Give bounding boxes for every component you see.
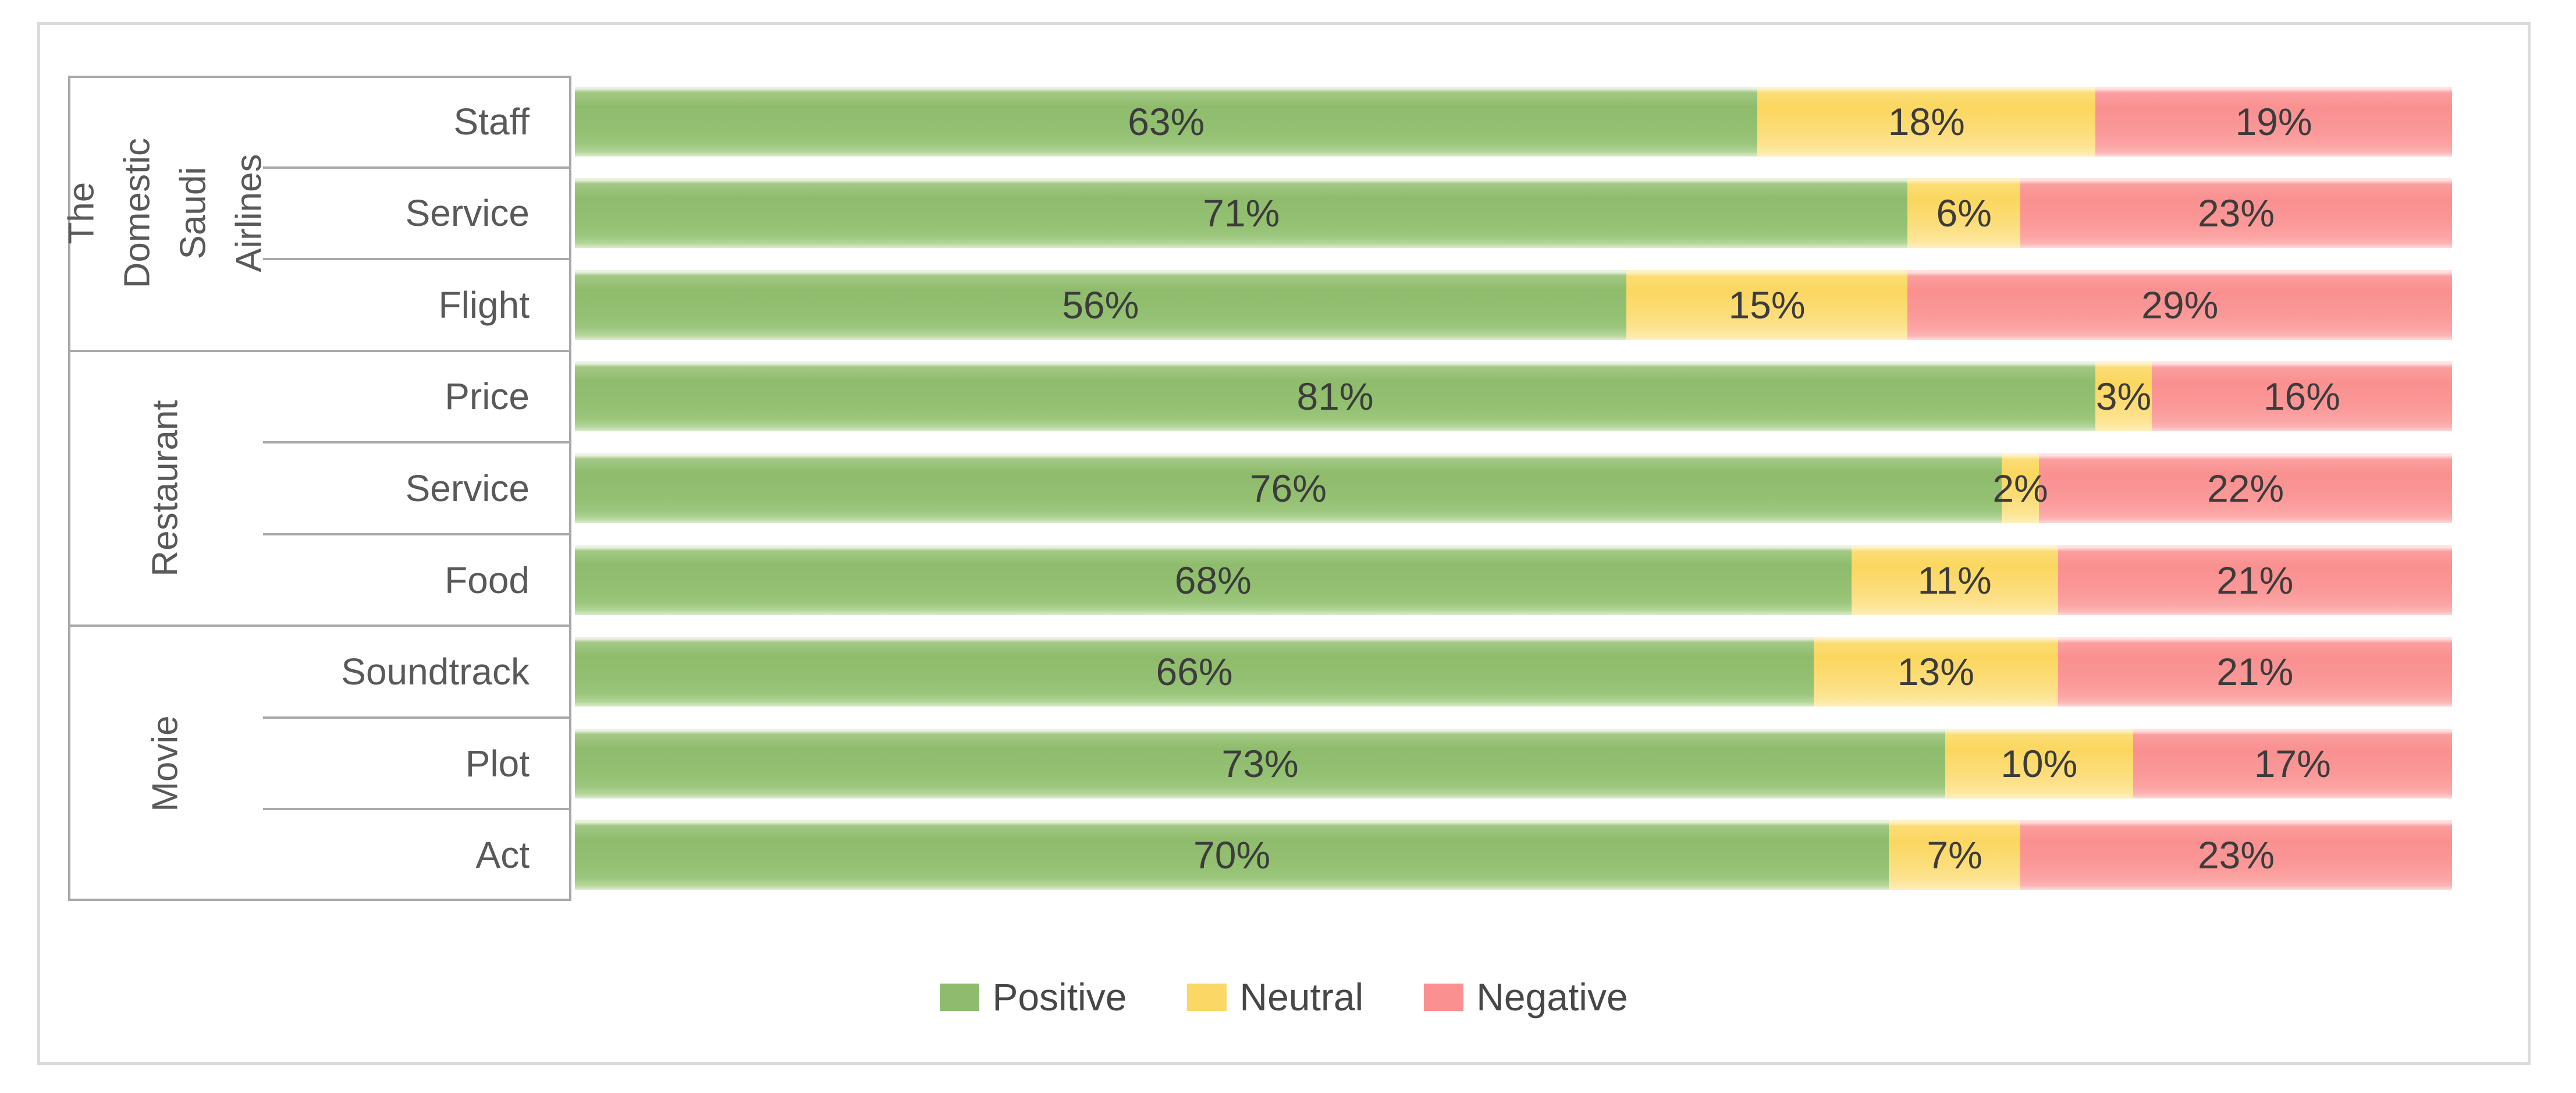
bar-value-label: 3% — [2095, 375, 2152, 418]
item-divider — [263, 716, 571, 719]
bar-value-label: 81% — [1296, 375, 1374, 418]
bar-value-label: 66% — [1156, 650, 1233, 694]
bar-segment-neutral — [1851, 545, 2058, 615]
bar-segment-neutral — [1814, 637, 2058, 707]
item-axis-label: Price — [445, 375, 530, 418]
bar-segment-negative — [2020, 178, 2452, 249]
item-axis-label: Staff — [453, 100, 530, 143]
axis-table-outline — [68, 76, 571, 901]
group-label-cell: The Domestic Saudi Airlines — [61, 76, 269, 351]
bar-value-label: 23% — [2197, 833, 2275, 877]
group-label: Movie — [145, 715, 186, 812]
bar-value-label: 56% — [1062, 283, 1139, 327]
neutral-swatch-icon — [1187, 983, 1227, 1011]
legend-item-positive: Positive — [940, 975, 1127, 1019]
bar-value-label: 15% — [1728, 283, 1806, 327]
bar-segment-positive — [575, 361, 2096, 432]
bar-segment-negative — [2020, 820, 2452, 890]
bar-segment-neutral — [2095, 361, 2152, 432]
bar-segment-positive — [575, 637, 1814, 707]
group-label-cell: Movie — [68, 626, 263, 901]
bar-segment-negative — [2095, 86, 2452, 157]
bar-segment-positive — [575, 269, 1626, 340]
bar-segment-neutral — [2001, 453, 2040, 523]
bar-value-label: 11% — [1917, 558, 1992, 602]
item-axis-label: Service — [405, 467, 530, 509]
bar-value-label: 68% — [1174, 558, 1252, 602]
bar-value-label: 76% — [1249, 467, 1327, 510]
bar-value-label: 70% — [1193, 833, 1271, 877]
bar-value-label: 17% — [2254, 741, 2331, 785]
group-divider — [68, 624, 571, 627]
legend-label-positive: Positive — [992, 975, 1127, 1019]
negative-swatch-icon — [1424, 983, 1464, 1011]
bar-value-label: 21% — [2216, 558, 2294, 602]
bar-value-label: 18% — [1888, 100, 1965, 143]
group-divider — [68, 349, 571, 352]
bar-value-label: 10% — [2001, 741, 2078, 785]
bar-value-label: 16% — [2263, 375, 2340, 418]
bar-segment-positive — [575, 545, 1852, 615]
item-axis-label: Service — [405, 192, 530, 235]
legend-item-negative: Negative — [1424, 975, 1628, 1019]
legend-item-neutral: Neutral — [1187, 975, 1363, 1019]
bar-segment-neutral — [1889, 820, 2020, 890]
bar-segment-negative — [2058, 637, 2452, 707]
item-divider — [263, 808, 571, 811]
bar-segment-positive — [575, 820, 1889, 890]
bar-value-label: 13% — [1897, 650, 1974, 694]
group-label: Restaurant — [145, 400, 186, 577]
bar-segment-neutral — [1907, 178, 2020, 249]
bar-value-label: 2% — [1992, 467, 2048, 510]
group-label: The Domestic Saudi Airlines — [61, 138, 269, 289]
bar-segment-negative — [2133, 728, 2452, 799]
item-divider — [263, 533, 571, 535]
bar-segment-positive — [575, 178, 1908, 249]
bar-segment-negative — [1907, 269, 2452, 340]
bar-segment-neutral — [1757, 86, 2096, 157]
bar-segment-negative — [2039, 453, 2452, 523]
bar-segment-negative — [2058, 545, 2452, 615]
bar-value-label: 63% — [1128, 100, 1205, 143]
positive-swatch-icon — [940, 983, 980, 1011]
bar-value-label: 23% — [2197, 191, 2275, 235]
bar-segment-neutral — [1626, 269, 1908, 340]
bar-value-label: 29% — [2141, 283, 2219, 327]
bar-segment-negative — [2151, 361, 2452, 432]
bar-segment-positive — [575, 453, 2002, 523]
item-divider — [263, 166, 571, 169]
bar-segment-neutral — [1945, 728, 2133, 799]
bar-value-label: 22% — [2207, 467, 2284, 510]
bar-value-label: 6% — [1936, 191, 1992, 235]
bar-value-label: 71% — [1203, 191, 1280, 235]
bar-value-label: 73% — [1221, 741, 1299, 785]
item-divider — [263, 441, 571, 444]
group-label-cell: Restaurant — [68, 351, 263, 626]
legend-label-neutral: Neutral — [1239, 975, 1364, 1019]
item-axis-label: Food — [445, 559, 530, 601]
item-axis-label: Act — [475, 834, 530, 876]
item-axis-label: Flight — [438, 283, 530, 326]
item-axis-label: Soundtrack — [341, 651, 530, 693]
legend: Positive Neutral Negative — [37, 971, 2531, 1023]
bar-segment-positive — [575, 86, 1758, 157]
bar-value-label: 7% — [1927, 833, 1982, 877]
item-divider — [263, 258, 571, 261]
bar-value-label: 21% — [2216, 650, 2294, 694]
bar-value-label: 19% — [2235, 100, 2312, 143]
item-axis-label: Plot — [465, 742, 530, 785]
legend-label-negative: Negative — [1476, 975, 1628, 1019]
bar-segment-positive — [575, 728, 1945, 799]
